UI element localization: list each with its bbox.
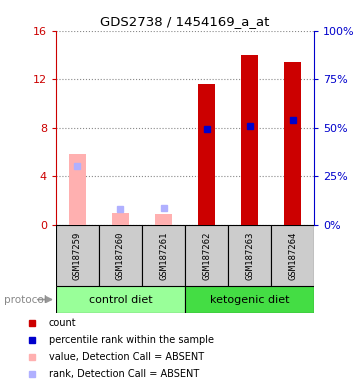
Title: GDS2738 / 1454169_a_at: GDS2738 / 1454169_a_at [100,15,270,28]
Text: rank, Detection Call = ABSENT: rank, Detection Call = ABSENT [48,369,199,379]
Text: control diet: control diet [89,295,152,305]
Bar [155,214,172,225]
Text: GSM187259: GSM187259 [73,231,82,280]
Text: GSM187263: GSM187263 [245,231,254,280]
Bar [56,286,185,313]
Bar [69,154,86,225]
Bar [185,225,228,286]
Bar [56,225,99,286]
Text: count: count [48,318,76,328]
Text: protocol: protocol [4,295,46,305]
Text: GSM187262: GSM187262 [202,231,211,280]
Bar [142,225,185,286]
Bar [271,225,314,286]
Bar [198,84,215,225]
Text: value, Detection Call = ABSENT: value, Detection Call = ABSENT [48,352,204,362]
Bar [228,225,271,286]
Bar [185,286,314,313]
Bar [112,212,129,225]
Bar [241,55,258,225]
Text: ketogenic diet: ketogenic diet [210,295,289,305]
Bar [99,225,142,286]
Text: GSM187261: GSM187261 [159,231,168,280]
Text: percentile rank within the sample: percentile rank within the sample [48,335,213,345]
Text: GSM187264: GSM187264 [288,231,297,280]
Bar [284,62,301,225]
Text: GSM187260: GSM187260 [116,231,125,280]
